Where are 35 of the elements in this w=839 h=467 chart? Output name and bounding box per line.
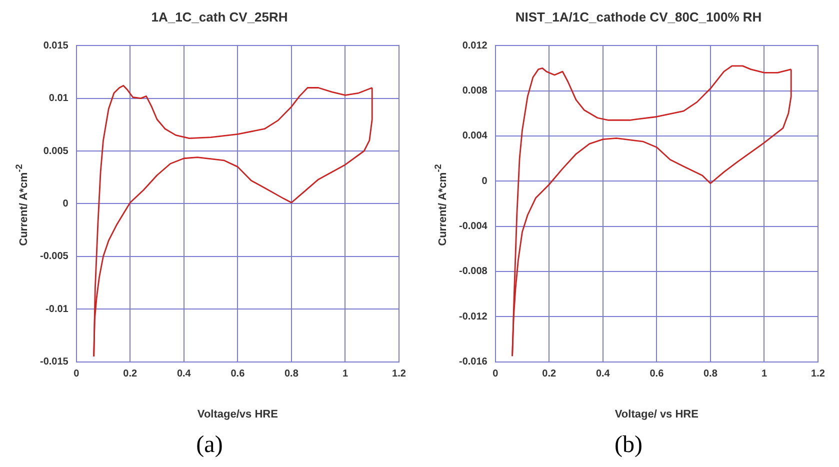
chart-title: 1A_1C_cath CV_25RH — [151, 9, 288, 24]
x-axis-title: Voltage/ vs HRE — [614, 408, 698, 420]
y-tick-label: -0.005 — [40, 251, 69, 262]
text: (a) — [195, 432, 224, 459]
y-tick-label: -0.004 — [458, 221, 488, 232]
x-tick-label: 1.2 — [811, 368, 826, 380]
x-tick-label: 0.8 — [704, 368, 718, 380]
x-tick-label: 0 — [492, 368, 499, 380]
y-tick-label: 0 — [62, 198, 69, 210]
y-tick-label: 0 — [482, 176, 488, 187]
x-tick-label: 0.8 — [284, 368, 299, 380]
chart-title: NIST_1A/1C_cathode CV_80C_100% RH — [515, 9, 762, 24]
x-tick-label: 0.6 — [650, 368, 664, 380]
y-tick-label: -0.015 — [40, 356, 69, 368]
y-tick-label: 0.015 — [43, 40, 69, 52]
x-tick-label: 1 — [761, 368, 768, 380]
y-tick-label: -0.01 — [46, 304, 69, 315]
y-tick-label: 0.01 — [48, 93, 69, 104]
y-tick-label: -0.016 — [458, 356, 488, 368]
y-tick-label: 0.008 — [462, 86, 488, 97]
x-tick-label: 1 — [342, 368, 348, 380]
x-tick-label: 0.4 — [596, 368, 610, 380]
x-tick-label: 0.2 — [542, 368, 557, 380]
x-tick-label: 0.2 — [123, 368, 138, 380]
y-tick-label: -0.012 — [458, 311, 488, 322]
y-tick-label: 0.012 — [462, 40, 488, 52]
y-tick-label: 0.005 — [43, 146, 69, 157]
y-tick-label: -0.008 — [458, 266, 488, 278]
y-tick-label: 0.004 — [462, 130, 488, 142]
x-tick-label: 1.2 — [392, 368, 406, 380]
x-tick-label: 0 — [74, 368, 80, 380]
x-tick-label: 0.6 — [230, 368, 246, 380]
x-tick-label: 0.4 — [176, 368, 192, 380]
x-axis-title: Voltage/vs HRE — [197, 408, 278, 420]
text: (b) — [614, 432, 644, 459]
